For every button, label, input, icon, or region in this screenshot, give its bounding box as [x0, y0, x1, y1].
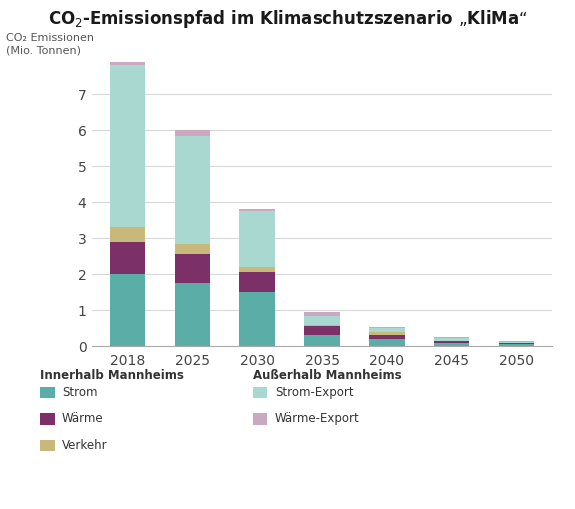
Bar	[175, 243, 210, 254]
Text: Wärme: Wärme	[62, 412, 104, 426]
Bar	[499, 344, 534, 346]
Bar	[110, 65, 145, 228]
Bar	[239, 267, 275, 272]
Text: Strom: Strom	[62, 386, 98, 399]
Bar	[434, 342, 469, 343]
Bar	[369, 328, 405, 332]
Text: (Mio. Tonnen): (Mio. Tonnen)	[6, 46, 80, 56]
Bar	[499, 341, 534, 342]
Bar	[175, 130, 210, 135]
Bar	[369, 332, 405, 334]
Bar	[239, 211, 275, 267]
Bar	[499, 343, 534, 344]
Bar	[175, 135, 210, 243]
Bar	[110, 242, 145, 274]
Bar	[304, 335, 340, 346]
Bar	[304, 325, 340, 326]
Bar	[369, 339, 405, 346]
Bar	[434, 338, 469, 341]
Text: CO$_2$-Emissionspfad im Klimaschutzszenario „KliMa“: CO$_2$-Emissionspfad im Klimaschutzszena…	[48, 8, 527, 30]
Text: Wärme-Export: Wärme-Export	[275, 412, 359, 426]
Bar	[499, 342, 534, 343]
Bar	[369, 327, 405, 328]
Text: Strom-Export: Strom-Export	[275, 386, 354, 399]
Text: Verkehr: Verkehr	[62, 439, 108, 452]
Bar	[434, 337, 469, 338]
Bar	[434, 341, 469, 342]
Bar	[110, 228, 145, 242]
Text: Innerhalb Mannheims: Innerhalb Mannheims	[40, 369, 184, 382]
Bar	[175, 283, 210, 346]
Bar	[304, 312, 340, 316]
Text: CO₂ Emissionen: CO₂ Emissionen	[6, 33, 94, 43]
Bar	[110, 62, 145, 65]
Bar	[239, 209, 275, 211]
Bar	[110, 274, 145, 346]
Bar	[239, 272, 275, 292]
Bar	[239, 292, 275, 346]
Bar	[434, 343, 469, 346]
Bar	[304, 326, 340, 335]
Bar	[175, 254, 210, 283]
Text: Außerhalb Mannheims: Außerhalb Mannheims	[253, 369, 401, 382]
Bar	[304, 316, 340, 325]
Bar	[369, 334, 405, 339]
